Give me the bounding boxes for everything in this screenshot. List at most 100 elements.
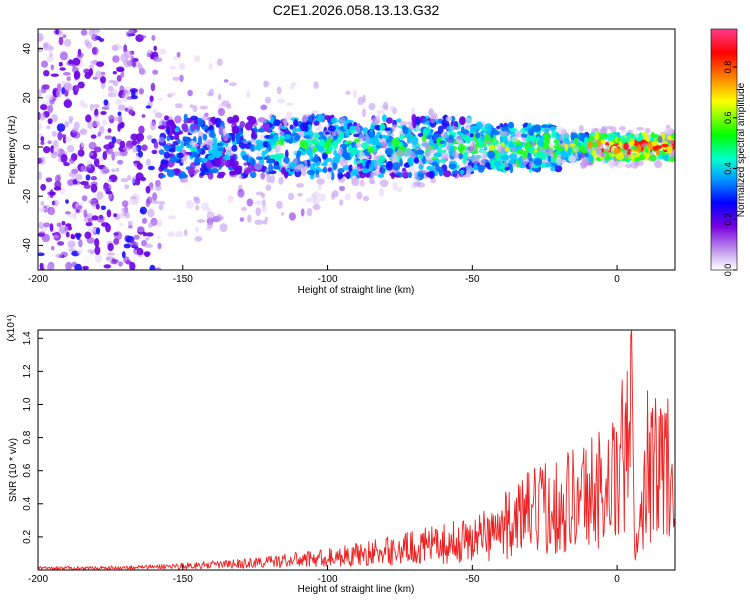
spectrogram-cell [460, 126, 465, 134]
spectrogram-cell [246, 91, 251, 99]
spectrogram-cell [416, 125, 421, 133]
spectrogram-cell [338, 131, 345, 140]
spectrogram-cell [430, 115, 436, 124]
spectrogram-cell [87, 227, 95, 233]
spectrogram-cell [179, 74, 184, 83]
spectrogram-cell [52, 234, 60, 239]
spectrogram-cell [64, 121, 70, 128]
spectrogram-cell [381, 167, 386, 175]
spectrogram-cell [290, 84, 295, 90]
spectrogram-cell [391, 137, 400, 147]
spectrogram-cell [261, 205, 267, 213]
spectrogram-cell [570, 132, 575, 141]
spectrogram-cell [238, 175, 243, 180]
spectrogram-cell [308, 130, 314, 138]
spectrogram-cell [108, 141, 115, 149]
spectrogram-cell [146, 134, 153, 141]
spectrogram-cell [193, 144, 198, 148]
spectrogram-cell [364, 134, 370, 143]
spectrogram-cell [50, 145, 55, 154]
spectrogram-cell [276, 144, 282, 151]
spectrogram-cell [510, 146, 517, 152]
spectrogram-cell [231, 126, 240, 134]
spectrogram-y-tick-label: -20 [22, 189, 33, 204]
spectrogram-cell [351, 141, 357, 146]
spectrogram-cell [308, 115, 313, 123]
spectrogram-cell [297, 192, 303, 197]
spectrogram-cell [49, 223, 54, 232]
spectrogram-cell [261, 192, 266, 199]
spectrogram-cell [278, 131, 285, 136]
spectrogram-cell [312, 197, 320, 206]
spectrogram-cell [146, 196, 153, 204]
spectrogram-cell [146, 52, 151, 58]
spectrogram-cell [276, 86, 282, 95]
snr-y-tick-label: 1.2 [22, 364, 33, 378]
spectrogram-cell [46, 263, 55, 270]
colorbar-tick-label: 0.4 [723, 162, 733, 175]
spectrogram-cell [214, 117, 222, 126]
spectrogram-cell [587, 141, 593, 149]
snr-y-tick-label: 0.6 [22, 463, 33, 477]
spectrogram-cell [445, 116, 453, 122]
spectrogram-cell [285, 149, 289, 159]
spectrogram-cell [210, 168, 219, 174]
spectrogram-cell [603, 150, 608, 155]
spectrogram-cell [50, 245, 55, 251]
spectrogram-cell [264, 216, 269, 222]
spectrogram-cell [664, 127, 673, 136]
spectrogram-cell [143, 251, 151, 257]
spectrogram-cell [464, 117, 473, 125]
spectrogram-cell [65, 261, 72, 270]
spectrogram-cell [306, 208, 313, 217]
spectrogram-cell [72, 131, 81, 139]
spectrogram-cell [59, 67, 66, 71]
spectrogram-cell [469, 133, 474, 138]
spectrogram-cell [69, 157, 75, 164]
spectrogram-cell [334, 153, 341, 163]
spectrogram-cell [410, 107, 416, 115]
spectrogram-cell [95, 70, 103, 79]
spectrogram-cell [265, 155, 271, 161]
spectrogram-cell [169, 157, 178, 163]
spectrogram-cell [51, 114, 58, 123]
spectrogram-cell [68, 116, 74, 122]
spectrogram-cell [368, 131, 375, 139]
spectrogram-cell [608, 159, 615, 169]
spectrogram-cell [207, 172, 214, 180]
spectrogram-cell [483, 146, 488, 151]
spectrogram-cell [76, 249, 83, 255]
spectrogram-y-tick-label: -40 [22, 238, 33, 253]
spectrogram-cell [211, 141, 219, 151]
spectrogram-cell [440, 132, 448, 139]
spectrogram-cell [362, 94, 366, 104]
spectrogram-cell [157, 219, 163, 228]
spectrogram-cell [290, 132, 299, 137]
spectrogram-cell [89, 251, 95, 255]
spectrogram-cell [175, 168, 180, 173]
spectrogram-cell [428, 107, 434, 117]
spectrogram-cell [294, 128, 302, 132]
snr-x-tick-label: -50 [465, 574, 480, 585]
spectrogram-cell [93, 115, 100, 121]
spectrogram-cell [158, 149, 165, 155]
spectrogram-cell [142, 231, 147, 237]
spectrogram-cell [431, 161, 439, 166]
spectrogram-cell [74, 70, 81, 80]
spectrogram-cell [124, 184, 130, 190]
spectrogram-cell [361, 142, 369, 150]
spectrogram-cell [65, 136, 73, 143]
spectrogram-cell [123, 44, 128, 52]
spectrogram-cell [428, 170, 436, 179]
spectrogram-cell [615, 153, 624, 161]
spectrogram-cell [305, 197, 312, 203]
spectrogram-cell [68, 172, 77, 178]
spectrogram-cell [40, 136, 45, 142]
spectrogram-cell [239, 120, 246, 128]
spectrogram-cell [199, 105, 208, 110]
spectrogram-cell [150, 121, 156, 131]
spectrogram-cell [192, 105, 198, 113]
spectrogram-cell [175, 230, 184, 238]
spectrogram-cell [508, 128, 518, 132]
spectrogram-cell [328, 145, 333, 152]
